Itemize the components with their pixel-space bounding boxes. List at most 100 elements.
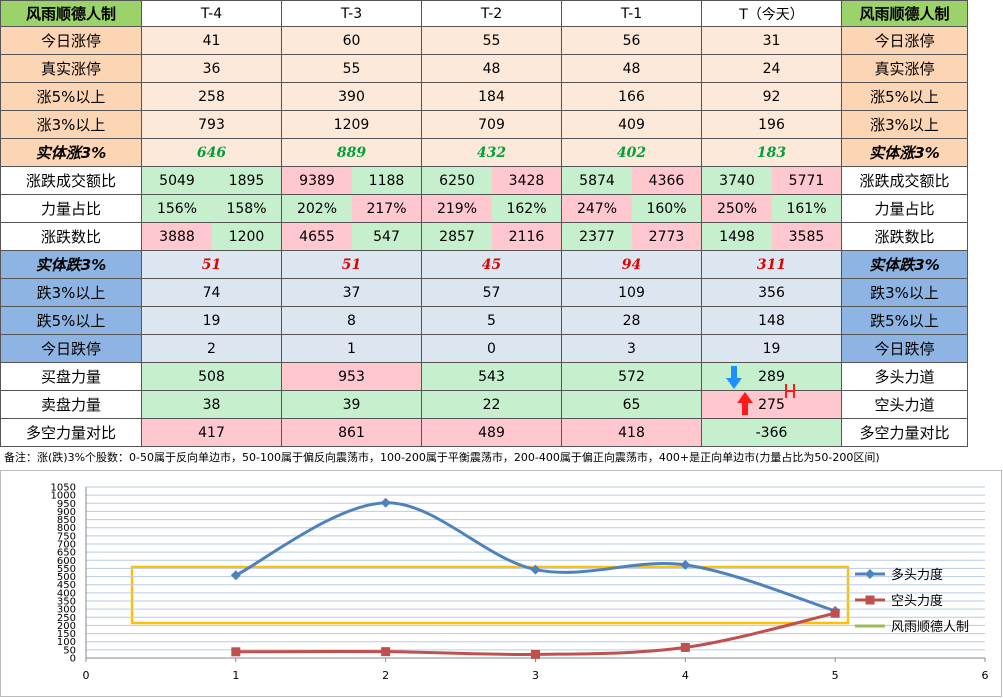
marker [231, 647, 241, 657]
value-cell: 250% [702, 195, 772, 223]
y-tick-label: 500 [57, 572, 76, 583]
value-cell: 57 [422, 279, 562, 307]
value-cell: 3428 [492, 167, 562, 195]
value-cell: 160% [632, 195, 702, 223]
row-label: 跌3%以上 [0, 279, 142, 307]
value-cell: 51 [142, 251, 282, 279]
header-cell: T-4 [142, 0, 282, 27]
row-label: 涨5%以上 [842, 83, 968, 111]
value-cell: 9389 [282, 167, 352, 195]
value-cell: -366 [702, 419, 842, 447]
value-cell: 161% [772, 195, 842, 223]
value-cell: 219% [422, 195, 492, 223]
marker [380, 497, 391, 508]
value-cell: 889 [282, 139, 422, 167]
down-arrow [726, 366, 742, 389]
row-label: 涨5%以上 [0, 83, 142, 111]
row-label: 涨跌数比 [0, 223, 142, 251]
x-tick-label: 6 [982, 669, 989, 682]
value-cell: 39 [282, 391, 422, 419]
highlight-box [130, 565, 850, 625]
value-cell: 156% [142, 195, 212, 223]
value-cell: 36 [142, 55, 282, 83]
row-label: 今日跌停 [842, 335, 968, 363]
value-cell: 162% [492, 195, 562, 223]
row-label: 涨跌数比 [842, 223, 968, 251]
value-cell: 196 [702, 111, 842, 139]
value-cell: 202% [282, 195, 352, 223]
y-tick-label: 450 [57, 580, 76, 591]
x-tick-label: 0 [83, 669, 90, 682]
chart-frame [0, 470, 1002, 697]
row-label: 空头力道 [842, 391, 968, 419]
mark [785, 384, 795, 398]
value-cell: 258 [142, 83, 282, 111]
row-label: 今日跌停 [0, 335, 142, 363]
x-tick-label: 4 [682, 669, 689, 682]
header-cell: T-3 [282, 0, 422, 27]
legend-label: 多头力度 [891, 567, 943, 583]
value-cell: 3 [562, 335, 702, 363]
value-cell: 275 [702, 391, 842, 419]
value-cell: 1895 [212, 167, 282, 195]
row-label: 多头力道 [842, 363, 968, 391]
value-cell: 217% [352, 195, 422, 223]
value-cell: 1188 [352, 167, 422, 195]
header-cell: T-1 [562, 0, 702, 27]
value-cell: 417 [142, 419, 282, 447]
row-label: 实体涨3% [842, 139, 968, 167]
legend-label: 空头力度 [891, 593, 943, 609]
y-tick-label: 50 [63, 645, 76, 656]
value-cell: 2377 [562, 223, 632, 251]
value-cell: 41 [142, 27, 282, 55]
value-cell: 31 [702, 27, 842, 55]
value-cell: 24 [702, 55, 842, 83]
value-cell: 19 [702, 335, 842, 363]
row-label: 跌3%以上 [842, 279, 968, 307]
value-cell: 572 [562, 363, 702, 391]
value-cell: 38 [142, 391, 282, 419]
value-cell: 48 [562, 55, 702, 83]
y-tick-label: 100 [57, 637, 76, 648]
value-cell: 8 [282, 307, 422, 335]
y-tick-label: 1050 [51, 483, 76, 494]
value-cell: 709 [422, 111, 562, 139]
value-cell: 289 [702, 363, 842, 391]
row-label: 力量占比 [842, 195, 968, 223]
x-tick-label: 3 [532, 669, 539, 682]
y-tick-label: 1000 [51, 491, 76, 502]
header-cell: 风雨顺德人制 [842, 0, 968, 27]
legend-marker [865, 595, 875, 605]
y-tick-label: 0 [70, 654, 76, 665]
value-cell: 28 [562, 307, 702, 335]
y-tick-label: 650 [57, 548, 76, 559]
row-label: 真实涨停 [0, 55, 142, 83]
row-label: 实体跌3% [842, 251, 968, 279]
value-cell: 19 [142, 307, 282, 335]
value-cell: 2773 [632, 223, 702, 251]
header-cell: T-2 [422, 0, 562, 27]
value-cell: 1498 [702, 223, 772, 251]
value-cell: 92 [702, 83, 842, 111]
row-label: 实体涨3% [0, 139, 142, 167]
value-cell: 3585 [772, 223, 842, 251]
value-cell: 166 [562, 83, 702, 111]
row-label: 多空力量对比 [0, 419, 142, 447]
value-cell: 5771 [772, 167, 842, 195]
value-cell: 356 [702, 279, 842, 307]
value-cell: 2 [142, 335, 282, 363]
value-cell: 5 [422, 307, 562, 335]
y-tick-label: 850 [57, 515, 76, 526]
note: 备注：涨(跌)3%个股数：0-50属于反向单边市，50-100属于偏反向震荡市，… [4, 451, 880, 464]
value-cell: 4655 [282, 223, 352, 251]
row-label: 跌5%以上 [0, 307, 142, 335]
value-cell: 109 [562, 279, 702, 307]
value-cell: 489 [422, 419, 562, 447]
marker [230, 570, 241, 581]
marker [830, 608, 840, 618]
y-tick-label: 600 [57, 556, 76, 567]
value-cell: 6250 [422, 167, 492, 195]
value-cell: 3888 [142, 223, 212, 251]
marker [530, 564, 541, 575]
